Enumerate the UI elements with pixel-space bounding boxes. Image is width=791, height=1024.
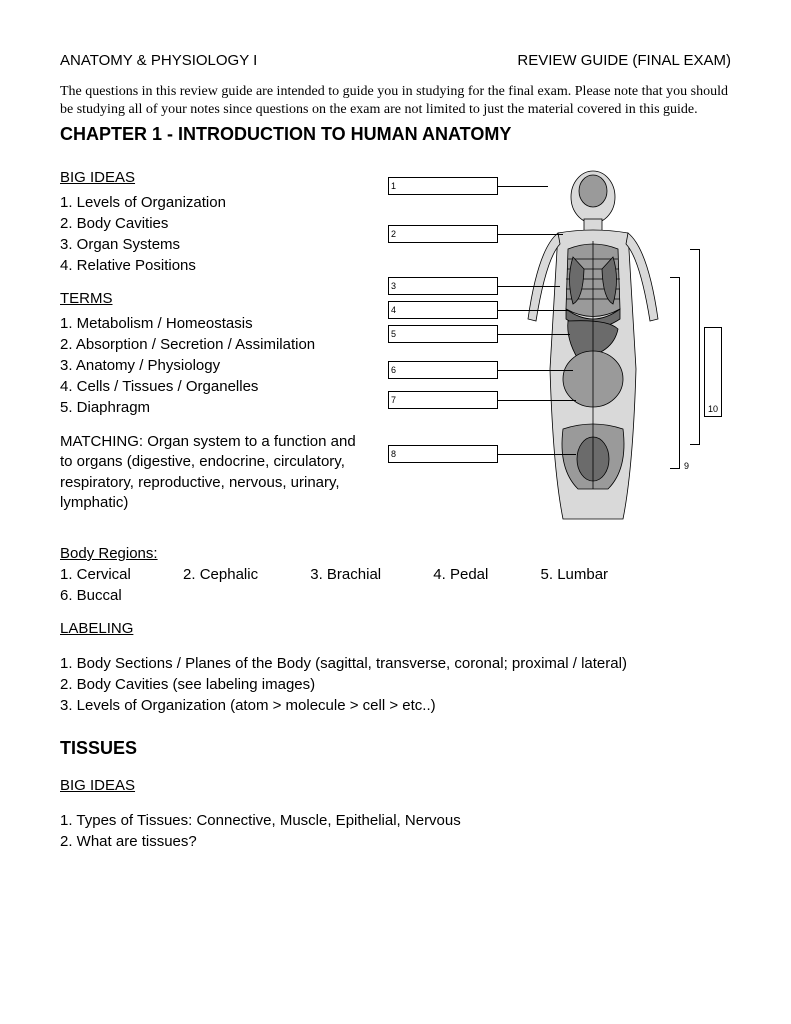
region-item: 6. Buccal	[60, 585, 122, 606]
leader-line	[498, 400, 576, 401]
region-item: 1. Cervical	[60, 564, 131, 585]
doc-title: REVIEW GUIDE (FINAL EXAM)	[517, 52, 731, 69]
leader-line	[498, 234, 563, 235]
region-item: 2. Cephalic	[183, 564, 258, 585]
human-body-icon	[518, 169, 668, 524]
leader-line	[498, 286, 560, 287]
region-item: 3. Brachial	[310, 564, 381, 585]
chapter-title: CHAPTER 1 - INTRODUCTION TO HUMAN ANATOM…	[60, 124, 731, 145]
tissues-title: TISSUES	[60, 738, 731, 759]
diagram-label-box: 2	[388, 225, 498, 243]
big-ideas-list: 1. Levels of Organization 2. Body Caviti…	[60, 192, 370, 276]
list-item: 3. Levels of Organization (atom > molecu…	[60, 695, 731, 716]
region-item: 4. Pedal	[433, 564, 488, 585]
matching-paragraph: MATCHING: Organ system to a function and…	[60, 432, 370, 513]
left-column: BIG IDEAS 1. Levels of Organization 2. B…	[60, 169, 370, 529]
list-item: 3. Organ Systems	[60, 234, 370, 255]
list-item: 4. Cells / Tissues / Organelles	[60, 376, 370, 397]
diagram-label-10: 10	[704, 327, 722, 417]
body-regions-block: Body Regions: 1. Cervical 2. Cephalic 3.…	[60, 543, 731, 606]
list-item: 1. Levels of Organization	[60, 192, 370, 213]
list-item: 2. Absorption / Secretion / Assimilation	[60, 334, 370, 355]
leader-line	[498, 310, 568, 311]
diagram-label-box: 6	[388, 361, 498, 379]
list-item: 2. What are tissues?	[60, 831, 731, 852]
diagram-label-box: 8	[388, 445, 498, 463]
leader-line	[498, 454, 576, 455]
leader-line	[498, 370, 573, 371]
diagram-label-box: 1	[388, 177, 498, 195]
region-item: 5. Lumbar	[541, 564, 609, 585]
diagram-label-9: 9	[684, 461, 689, 471]
tissues-ideas-list: 1. Types of Tissues: Connective, Muscle,…	[60, 810, 731, 852]
leader-line	[498, 334, 570, 335]
list-item: 4. Relative Positions	[60, 255, 370, 276]
anatomy-diagram-area: 1 2 3 4 5 6 7 8 9 10	[388, 169, 731, 529]
list-item: 1. Metabolism / Homeostasis	[60, 313, 370, 334]
list-item: 2. Body Cavities (see labeling images)	[60, 674, 731, 695]
big-ideas-heading: BIG IDEAS	[60, 169, 370, 186]
list-item: 2. Body Cavities	[60, 213, 370, 234]
bracket-10	[690, 249, 700, 445]
list-item: 1. Types of Tissues: Connective, Muscle,…	[60, 810, 731, 831]
course-title: ANATOMY & PHYSIOLOGY I	[60, 52, 257, 69]
list-item: 3. Anatomy / Physiology	[60, 355, 370, 376]
labeling-heading: LABELING	[60, 620, 731, 637]
diagram-label-box: 7	[388, 391, 498, 409]
terms-list: 1. Metabolism / Homeostasis 2. Absorptio…	[60, 313, 370, 418]
list-item: 1. Body Sections / Planes of the Body (s…	[60, 653, 731, 674]
diagram-label-box: 5	[388, 325, 498, 343]
terms-heading: TERMS	[60, 290, 370, 307]
labeling-list: 1. Body Sections / Planes of the Body (s…	[60, 653, 731, 716]
list-item: 5. Diaphragm	[60, 397, 370, 418]
leader-line	[498, 186, 548, 187]
diagram-label-box: 4	[388, 301, 498, 319]
bracket-9	[670, 277, 680, 469]
body-regions-heading: Body Regions:	[60, 543, 731, 564]
tissues-big-ideas-heading: BIG IDEAS	[60, 777, 731, 794]
diagram-label-box: 3	[388, 277, 498, 295]
intro-paragraph: The questions in this review guide are i…	[60, 83, 731, 118]
